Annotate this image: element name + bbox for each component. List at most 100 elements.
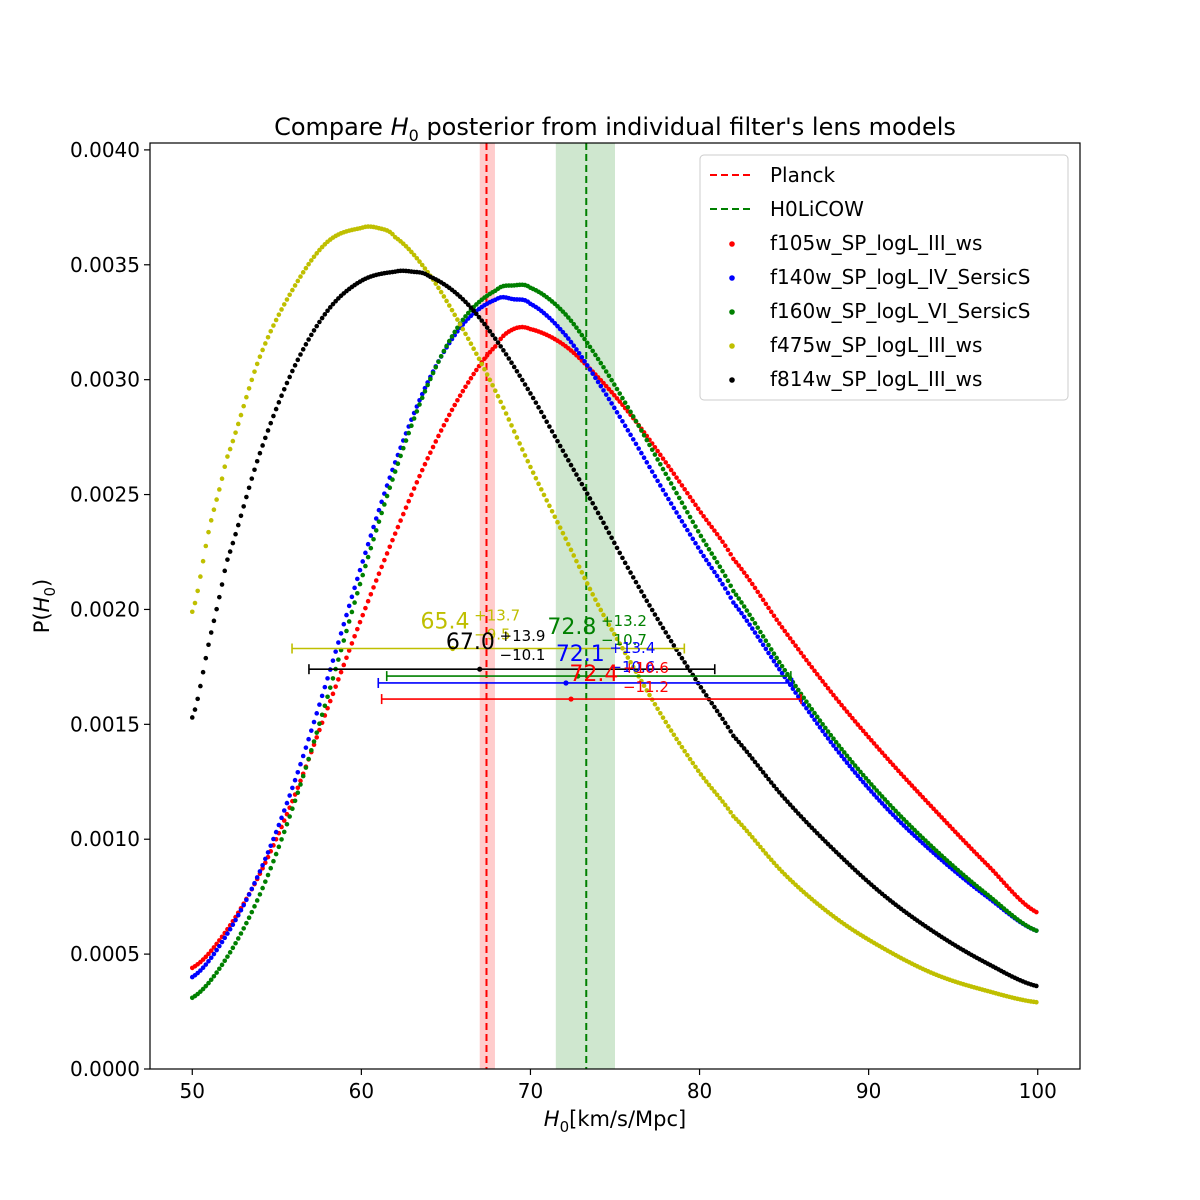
series-0-point xyxy=(403,505,409,510)
series-4-point xyxy=(533,400,539,405)
series-2-point xyxy=(365,554,371,560)
series-4-point xyxy=(609,535,614,541)
series-4-point xyxy=(606,530,612,536)
series-4-point xyxy=(195,696,200,702)
series-4-point xyxy=(501,348,506,353)
series-2-point xyxy=(576,329,582,334)
series-2-point xyxy=(230,945,236,951)
series-1-point xyxy=(252,880,257,886)
series-4-point xyxy=(203,655,209,661)
series-1-point xyxy=(330,658,336,663)
series-2-point xyxy=(879,794,885,799)
series-0-point xyxy=(419,467,425,473)
series-0-point xyxy=(390,537,395,543)
series-2-point xyxy=(869,782,874,787)
series-4-point xyxy=(241,504,246,509)
y-tick-label: 0.0015 xyxy=(70,712,140,736)
series-4-point xyxy=(682,660,687,665)
series-4-point xyxy=(520,377,525,383)
series-4-point xyxy=(200,669,206,675)
series-1-point xyxy=(338,631,344,636)
series-4-point xyxy=(720,716,725,722)
series-3-point xyxy=(752,838,758,843)
series-3-point xyxy=(457,322,463,327)
series-3-point xyxy=(244,394,249,400)
series-3-point xyxy=(741,825,747,831)
series-2-point xyxy=(306,756,311,762)
series-0-point xyxy=(676,479,682,484)
series-0-point xyxy=(355,626,360,632)
series-2-point xyxy=(674,490,679,496)
series-1-point xyxy=(860,779,866,785)
series-3-point xyxy=(682,748,687,754)
legend-label: f160w_SP_logL_VI_SersicS xyxy=(770,299,1030,323)
x-axis-label-subscript: 0 xyxy=(560,1118,570,1136)
series-2-point xyxy=(579,332,585,338)
series-1-point xyxy=(712,569,717,575)
series-3-point xyxy=(476,356,482,362)
series-3-point xyxy=(273,317,279,323)
series-1-point xyxy=(741,614,747,620)
series-0-point xyxy=(942,817,947,823)
series-3-point xyxy=(295,278,301,284)
series-4-point xyxy=(206,642,211,648)
series-3-point xyxy=(441,294,447,299)
series-1-point xyxy=(820,728,825,734)
series-0-point xyxy=(744,574,750,579)
series-2-point xyxy=(593,352,598,358)
series-1-point xyxy=(725,590,731,596)
series-0-point xyxy=(417,473,422,479)
series-1-point xyxy=(311,719,317,725)
series-2-point xyxy=(257,892,263,897)
series-1-point xyxy=(622,423,628,429)
estimate-plus: +13.7 xyxy=(474,607,520,625)
series-0-point xyxy=(349,641,355,646)
series-3-point xyxy=(214,497,219,502)
series-3-point xyxy=(714,792,720,798)
series-1-point xyxy=(314,711,320,716)
series-1-point xyxy=(701,553,706,559)
series-4-point xyxy=(281,386,287,392)
series-0-point xyxy=(990,868,996,874)
series-3-point xyxy=(603,617,609,623)
errorbar-median xyxy=(563,680,569,686)
series-2-point xyxy=(317,721,322,727)
chart-title-suffix: posterior from individual filter's lens … xyxy=(419,113,956,141)
series-3-point xyxy=(563,536,568,541)
series-4-point xyxy=(603,525,609,531)
series-1-point xyxy=(219,939,225,945)
series-0-point xyxy=(465,380,471,385)
series-4-point xyxy=(693,676,698,682)
series-0-point xyxy=(871,741,877,746)
series-4-point xyxy=(685,664,690,669)
estimate-value: 65.4 xyxy=(421,610,470,635)
series-1-point xyxy=(208,955,214,961)
series-0-point xyxy=(936,812,942,817)
estimate-label-2: 72.8 +13.2−10.7 xyxy=(547,612,647,649)
series-0-point xyxy=(998,877,1004,883)
series-1-point xyxy=(238,907,244,913)
series-0-point xyxy=(682,486,687,492)
series-1-point xyxy=(663,492,669,497)
series-2-point xyxy=(303,765,309,770)
series-3-point xyxy=(530,470,536,475)
series-2-point xyxy=(690,519,696,525)
series-1-point xyxy=(652,473,658,479)
series-4-point xyxy=(525,386,531,392)
series-2-point xyxy=(622,400,628,405)
series-3-point xyxy=(768,857,774,863)
series-1-point xyxy=(214,947,219,953)
series-2-point xyxy=(263,879,268,884)
series-2-point xyxy=(801,695,807,701)
series-2-point xyxy=(844,753,850,759)
series-2-point xyxy=(566,315,571,320)
series-0-point xyxy=(463,384,468,390)
series-3-point xyxy=(685,752,690,758)
series-3-point xyxy=(492,388,498,394)
x-axis-label-unit: [km/s/Mpc] xyxy=(569,1107,686,1131)
series-4-point xyxy=(763,773,769,779)
series-0-point xyxy=(844,709,850,714)
series-3-point xyxy=(449,307,455,313)
series-3-point xyxy=(260,347,265,353)
series-3-point xyxy=(571,553,577,558)
